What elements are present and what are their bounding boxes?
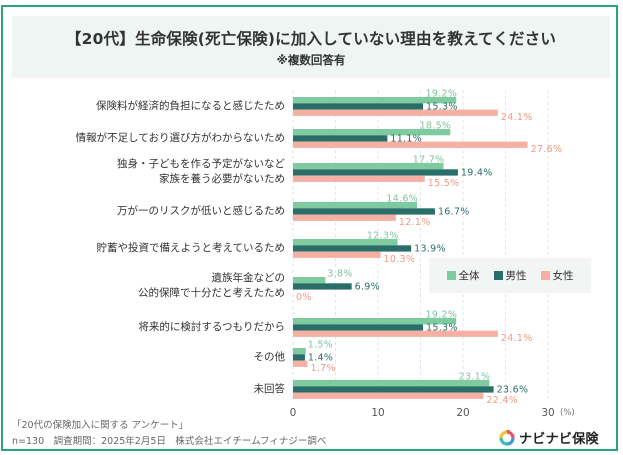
data-label-female: 10.3% bbox=[384, 254, 416, 265]
bar-all bbox=[293, 277, 326, 284]
category-label-line: 万が一のリスクが低いと感じるため bbox=[117, 204, 285, 217]
data-label-female: 0% bbox=[296, 292, 312, 303]
legend-item-female: 女性 bbox=[540, 268, 574, 283]
bar-female bbox=[293, 392, 484, 399]
category-label: 将来的に検討するつもりだから bbox=[138, 320, 285, 335]
legend-item-male: 男性 bbox=[493, 268, 527, 283]
data-label-all: 18.5% bbox=[420, 121, 452, 132]
data-label-male: 11.1% bbox=[390, 133, 422, 144]
category-label: その他 bbox=[254, 350, 286, 365]
data-label-male: 1.4% bbox=[308, 352, 333, 363]
bar-female bbox=[293, 360, 308, 367]
data-label-all: 17.7% bbox=[413, 155, 445, 166]
data-label-all: 19.2% bbox=[426, 310, 458, 321]
data-label-male: 15.3% bbox=[426, 101, 458, 112]
data-label-female: 12.1% bbox=[399, 217, 431, 228]
category-label: 情報が不足しており選び方がわからないため bbox=[76, 131, 285, 146]
bar-female bbox=[293, 141, 528, 148]
data-label-male: 19.4% bbox=[461, 167, 493, 178]
data-label-all: 23.1% bbox=[459, 372, 491, 383]
legend-item-all: 全体 bbox=[446, 268, 480, 283]
category-label-line: 将来的に検討するつもりだから bbox=[138, 320, 285, 333]
bar-male bbox=[293, 169, 458, 176]
bar-all bbox=[293, 202, 418, 209]
data-label-all: 3.8% bbox=[327, 269, 352, 280]
legend-swatch-all bbox=[446, 271, 456, 280]
survey-name: 「20代の保険加入に関する アンケート」 bbox=[12, 420, 189, 431]
category-label: 万が一のリスクが低いと感じるため bbox=[117, 204, 285, 219]
category-label: 保険料が経済的負担になると感じたため bbox=[96, 99, 285, 114]
data-label-all: 12.3% bbox=[367, 231, 399, 242]
legend-label-male: 男性 bbox=[505, 270, 527, 282]
bar-male bbox=[293, 208, 435, 215]
bar-female bbox=[293, 330, 498, 337]
x-tick-label: 20 bbox=[456, 407, 469, 419]
bar-male bbox=[293, 245, 412, 252]
bar-all bbox=[293, 97, 457, 104]
logo-ring-icon bbox=[499, 429, 515, 446]
category-label: 未回答 bbox=[254, 382, 286, 397]
category-label-line: 公的保障で十分だと考えたため bbox=[138, 287, 285, 300]
bar-female bbox=[293, 175, 425, 182]
bar-all bbox=[293, 163, 444, 170]
data-label-all: 1.5% bbox=[308, 340, 333, 351]
category-label: 貯蓄や投資で備えようと考えているため bbox=[97, 241, 285, 256]
bar-all bbox=[293, 129, 451, 136]
data-label-male: 15.3% bbox=[426, 322, 458, 333]
data-label-female: 15.5% bbox=[428, 178, 460, 189]
data-label-male: 16.7% bbox=[438, 206, 470, 217]
bar-male bbox=[293, 283, 352, 290]
chart-title: 【20代】生命保険(死亡保険)に加入していない理由を教えてください bbox=[65, 30, 557, 48]
category-label-line: 遺族年金などの bbox=[211, 272, 286, 285]
bar-male bbox=[293, 354, 305, 361]
title-panel: 【20代】生命保険(死亡保険)に加入していない理由を教えてください ※複数回答有 bbox=[12, 16, 610, 78]
data-label-female: 1.7% bbox=[310, 363, 335, 374]
bar-female bbox=[293, 214, 396, 221]
data-label-male: 6.9% bbox=[355, 281, 380, 292]
bar-all bbox=[293, 348, 306, 355]
x-tick-label: 30 bbox=[541, 407, 554, 419]
category-label-line: その他 bbox=[253, 350, 286, 363]
data-label-male: 23.6% bbox=[497, 384, 529, 395]
survey-meta: n=130 調査期間：2025年2月5日 株式会社エイチームフィナジー調べ bbox=[12, 436, 327, 447]
category-label-line: 情報が不足しており選び方がわからないため bbox=[75, 131, 285, 144]
bar-male bbox=[293, 386, 494, 393]
chart-subtitle: ※複数回答有 bbox=[276, 53, 346, 67]
legend-swatch-male bbox=[493, 271, 503, 280]
category-label: 独身・子どもを作る予定がないなど家族を養う必要がないため bbox=[117, 157, 285, 187]
data-label-all: 14.6% bbox=[386, 194, 418, 205]
legend-swatch-female bbox=[540, 271, 550, 280]
bar-male bbox=[293, 103, 424, 110]
data-label-female: 27.6% bbox=[531, 144, 563, 155]
category-label: 遺族年金などの公的保障で十分だと考えたため bbox=[138, 271, 285, 301]
legend: 全体 男性 女性 bbox=[429, 258, 591, 293]
logo: ナビナビ保険 bbox=[498, 428, 599, 447]
legend-label-female: 女性 bbox=[552, 270, 574, 282]
x-unit-label: (%) bbox=[560, 408, 575, 418]
bar-male bbox=[293, 324, 424, 331]
bar-all bbox=[293, 380, 490, 387]
bar-female bbox=[293, 109, 498, 116]
data-label-female: 24.1% bbox=[501, 333, 533, 344]
chart-frame bbox=[1, 5, 618, 451]
category-label-line: 貯蓄や投資で備えようと考えているため bbox=[96, 241, 285, 254]
bar-all bbox=[293, 239, 398, 246]
bar-all bbox=[293, 318, 457, 325]
legend-label-all: 全体 bbox=[458, 270, 480, 282]
category-label-line: 家族を養う必要がないため bbox=[159, 173, 285, 186]
data-label-female: 24.1% bbox=[501, 112, 533, 123]
category-label-line: 独身・子どもを作る予定がないなど bbox=[117, 158, 285, 171]
logo-text: ナビナビ保険 bbox=[519, 432, 599, 447]
data-label-male: 13.9% bbox=[414, 243, 446, 254]
category-label-line: 未回答 bbox=[253, 382, 286, 395]
x-tick-label: 10 bbox=[371, 407, 384, 419]
category-label-line: 保険料が経済的負担になると感じたため bbox=[96, 99, 285, 112]
bar-female bbox=[293, 251, 381, 258]
bar-male bbox=[293, 135, 388, 142]
data-label-female: 22.4% bbox=[486, 395, 518, 406]
x-tick-label: 0 bbox=[290, 407, 297, 419]
data-label-all: 19.2% bbox=[426, 89, 458, 100]
